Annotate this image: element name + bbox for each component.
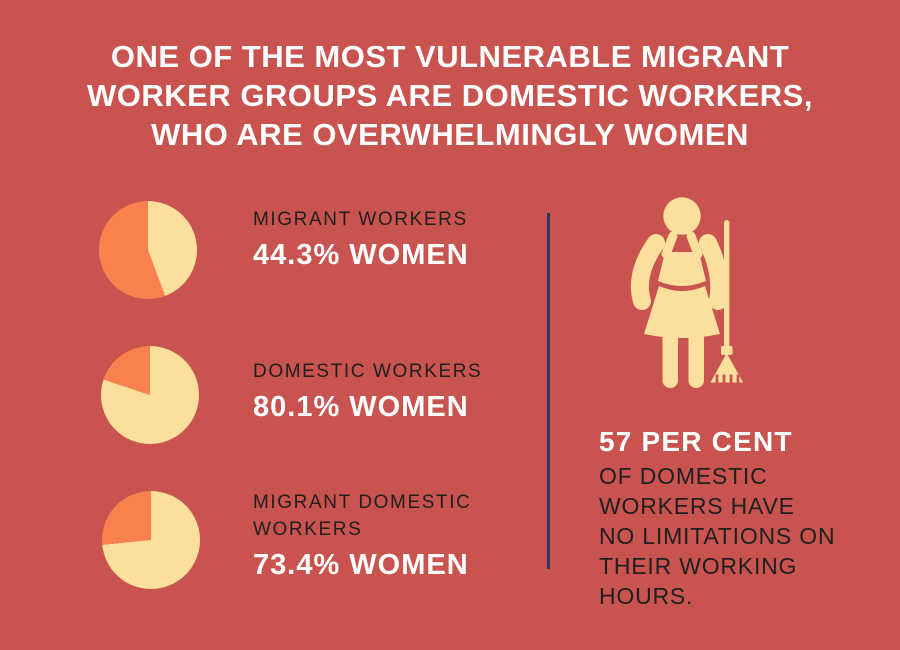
pie-chart-migrant-workers	[99, 201, 197, 299]
vertical-divider	[547, 213, 550, 569]
person-right-leg	[688, 328, 704, 388]
stat-value: 80.1% WOMEN	[253, 391, 469, 423]
stat-value: 44.3% WOMEN	[253, 239, 469, 271]
apron-strap-right	[686, 231, 703, 259]
broom-bristles	[710, 353, 743, 383]
broom-collar	[721, 346, 733, 355]
broom-bristle-notch	[736, 374, 740, 383]
stat-label: MIGRANT DOMESTIC WORKERS	[253, 492, 472, 540]
highlight-stat-value: 57 PER CENT	[599, 426, 793, 457]
stat-block-domestic-workers: DOMESTIC WORKERS 80.1% WOMEN	[253, 358, 538, 423]
person-left-leg	[662, 328, 678, 388]
highlight-stat-block: 57 PER CENT OF DOMESTIC WORKERS HAVE NO …	[599, 426, 859, 611]
broom-bristle-notch	[722, 374, 726, 383]
broom-handle	[724, 220, 730, 348]
stat-label: DOMESTIC WORKERS	[253, 361, 483, 382]
person-right-arm	[699, 234, 729, 310]
page-title: ONE OF THE MOST VULNERABLE MIGRANT WORKE…	[87, 39, 813, 152]
broom-bristle-notch	[715, 374, 719, 383]
person-left-arm	[630, 234, 665, 310]
domestic-worker-broom-svg	[630, 197, 743, 388]
domestic-worker-broom-icon	[605, 190, 765, 395]
broom-bristle-notch	[729, 374, 733, 383]
highlight-stat-text: OF DOMESTIC WORKERS HAVE NO LIMITATIONS …	[599, 463, 836, 609]
person-skirt	[644, 286, 720, 338]
stat-block-migrant-workers: MIGRANT WORKERS 44.3% WOMEN	[253, 206, 538, 271]
stat-value: 73.4% WOMEN	[253, 549, 469, 581]
person-head	[663, 197, 701, 235]
pie-chart-domestic-workers	[101, 346, 199, 444]
pie-chart-migrant-domestic-workers	[102, 491, 200, 589]
apron-strap-left	[661, 231, 678, 259]
stat-block-migrant-domestic-workers: MIGRANT DOMESTIC WORKERS 73.4% WOMEN	[253, 489, 538, 581]
apron-bib	[658, 252, 706, 286]
stat-label: MIGRANT WORKERS	[253, 209, 468, 230]
